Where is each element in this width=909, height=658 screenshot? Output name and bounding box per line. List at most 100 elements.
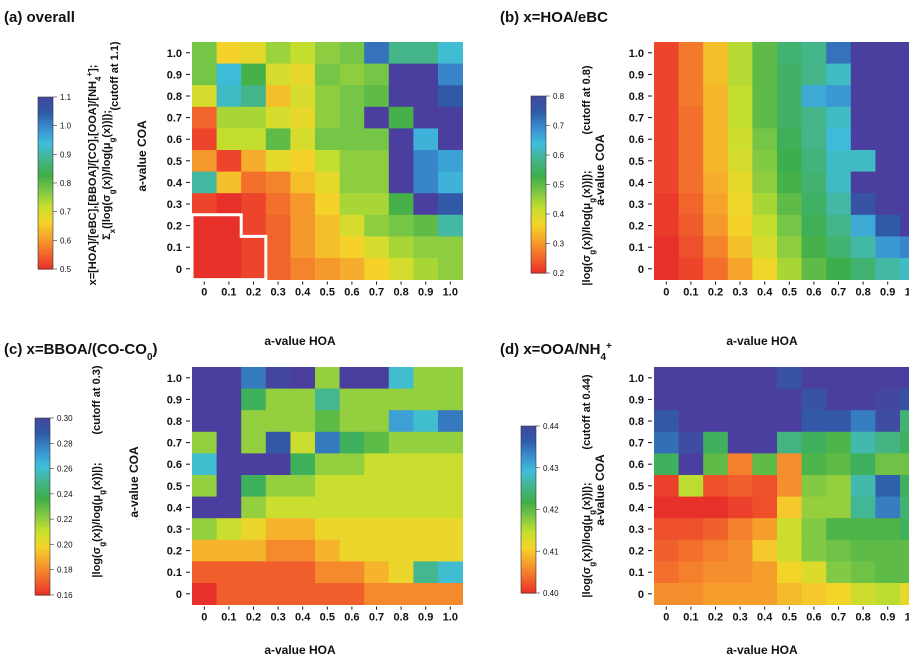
heatmap-cell [192, 236, 217, 259]
colorbar-segment [521, 462, 536, 466]
heatmap-cell [315, 42, 340, 64]
y-tick-label: 0.9 [629, 69, 644, 81]
colorbar-segment [531, 231, 546, 236]
colorbar-segment [521, 534, 536, 538]
colorbar-segment [38, 234, 53, 239]
colorbar-segment [521, 587, 536, 591]
heatmap-cell [216, 214, 242, 237]
colorbar-segment [35, 509, 50, 513]
heatmap-cell [438, 106, 463, 129]
panel-d-cutoff: (cutoff at 0.44) [581, 374, 593, 450]
y-tick-label: 0 [638, 589, 644, 601]
y-tick-label: 0.7 [629, 438, 644, 450]
heatmap-cell [703, 367, 729, 389]
colorbar-segment [35, 577, 50, 581]
panel-a-colorbar-label-2: Σx(|log(σg(x))/log(μg(x))|); [101, 110, 117, 240]
colorbar-segment [35, 562, 50, 567]
heatmap-cell [850, 475, 876, 497]
colorbar-tick-label: 0.6 [60, 236, 72, 245]
heatmap-cell [413, 496, 439, 519]
heatmap-cell [752, 85, 778, 108]
heatmap-cell [900, 410, 909, 433]
heatmap-cell [752, 214, 778, 237]
heatmap-cell [678, 42, 704, 64]
heatmap-cell [241, 171, 267, 194]
colorbar-segment [531, 119, 546, 124]
y-tick-label: 0.2 [629, 546, 644, 558]
heatmap-cell [315, 63, 340, 86]
heatmap-cell [678, 367, 704, 389]
panel-d-heatmap: 0 0.1 0.2 0.3 0.4 0.5 0.6 0.7 0.8 0.9 1.0 0 0.1 0.2 0.… [629, 367, 909, 624]
heatmap-cell [826, 475, 852, 497]
colorbar-segment [38, 122, 53, 127]
colorbar-segment [521, 584, 536, 589]
heatmap-cell [339, 453, 365, 476]
heatmap-cell [192, 150, 217, 172]
heatmap-cell [388, 150, 414, 172]
colorbar-segment [35, 459, 50, 463]
heatmap-cell [678, 106, 704, 129]
heatmap-cell [438, 150, 463, 172]
x-tick-label: 0.2 [708, 612, 723, 624]
heatmap-cell [850, 106, 876, 129]
heatmap-cell [241, 561, 267, 584]
heatmap-cell [678, 171, 704, 194]
y-tick-label: 0.1 [167, 567, 182, 579]
heatmap-cell [703, 150, 729, 172]
colorbar-segment [521, 565, 536, 569]
colorbar-segment [521, 490, 536, 494]
heatmap-cell [826, 128, 852, 151]
heatmap-cell [364, 42, 390, 64]
colorbar-segment [521, 567, 536, 572]
heatmap-cell [192, 63, 217, 86]
heatmap-cell [850, 496, 876, 519]
x-tick-label: 0.3 [270, 612, 285, 624]
x-tick-label: 0.4 [295, 287, 311, 299]
colorbar-segment [38, 165, 53, 170]
heatmap-cell [900, 128, 909, 151]
colorbar-segment [35, 571, 50, 575]
colorbar-segment [35, 574, 50, 578]
heatmap-cell [265, 106, 291, 129]
x-tick-label: 0.9 [418, 612, 433, 624]
heatmap-cell [703, 193, 729, 216]
colorbar-tick-label: 0.42 [543, 506, 559, 515]
heatmap-cell [388, 236, 414, 259]
colorbar-segment [38, 142, 53, 147]
y-tick-label: 0.4 [629, 177, 645, 189]
colorbar-segment [531, 216, 546, 221]
heatmap-cell [875, 128, 901, 151]
heatmap-cell [265, 258, 291, 280]
heatmap-cell [339, 128, 365, 151]
colorbar-segment [521, 459, 536, 463]
panel-b-ylabel: a-value COA [593, 134, 607, 206]
colorbar-segment [38, 140, 53, 144]
panel-c-ylabel: a-value COA [127, 446, 141, 518]
colorbar-segment [531, 107, 546, 112]
heatmap-cell [290, 388, 316, 411]
x-tick-label: 0.1 [683, 612, 698, 624]
panel-a-ylabel: a-value COA [135, 120, 149, 192]
heatmap-cell [654, 128, 679, 151]
colorbar-segment [35, 565, 50, 570]
heatmap-cell [438, 214, 463, 237]
colorbar-tick-label: 0.2 [553, 269, 565, 278]
colorbar-segment [35, 456, 50, 460]
colorbar-segment [521, 434, 536, 438]
heatmap-cell [438, 42, 463, 64]
colorbar-segment [38, 168, 53, 173]
colorbar-segment [38, 240, 53, 244]
heatmap-cell [826, 583, 852, 605]
colorbar-segment [521, 590, 536, 594]
colorbar-segment [35, 485, 50, 490]
heatmap-cell [777, 496, 802, 519]
heatmap-cell [777, 171, 802, 194]
heatmap-cell [752, 63, 778, 86]
x-tick-label: 0.6 [806, 612, 821, 624]
heatmap-cell [777, 561, 802, 584]
colorbar-segment [531, 143, 546, 147]
colorbar-segment [531, 237, 546, 242]
heatmap-cell [192, 258, 217, 280]
colorbar-segment [531, 116, 546, 121]
heatmap-cell [192, 193, 217, 216]
